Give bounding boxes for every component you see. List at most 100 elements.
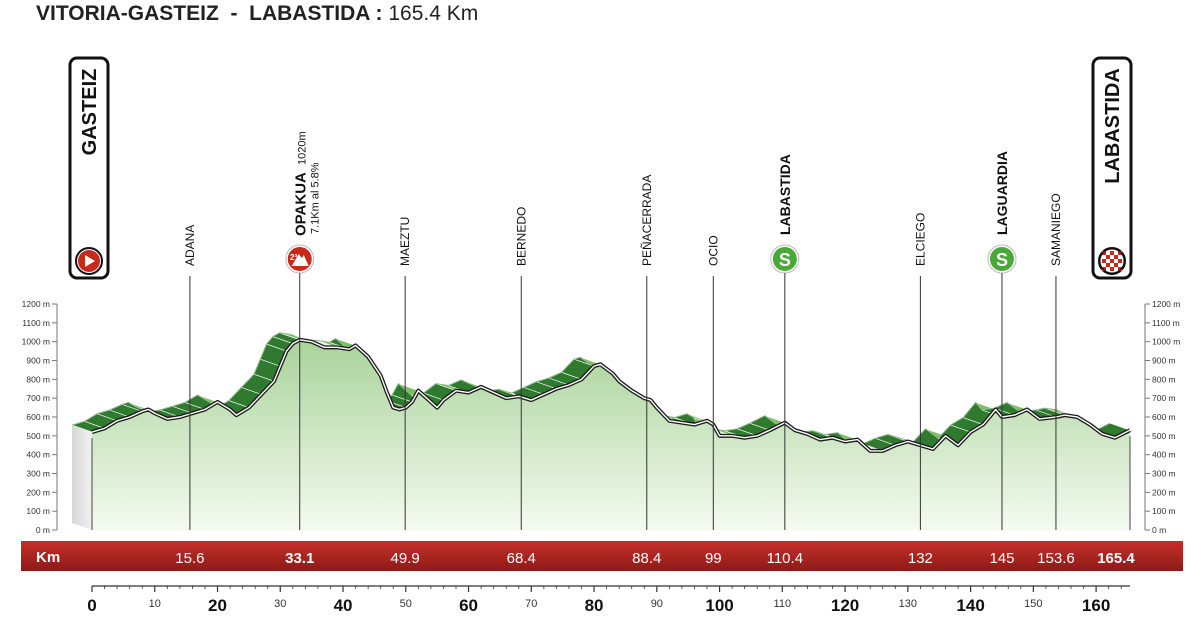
y-tick-label-right: 500 m <box>1152 431 1176 441</box>
y-axis-left: 0 m 100 m 200 m 300 m 400 m 500 m 600 m 700 m 80… <box>22 299 58 535</box>
town-name: SAMANIEGO <box>1049 193 1063 266</box>
y-tick-label-left: 400 m <box>26 450 50 460</box>
title-separator: - <box>230 2 238 25</box>
y-axis-right: 0 m 100 m 200 m 300 m 400 m 500 m 600 m 700 m 80… <box>1144 299 1180 535</box>
finish-flag-icon <box>1099 248 1125 274</box>
route-point-labastida-7: LABASTIDA S <box>770 154 800 530</box>
x-minor-label: 50 <box>400 598 412 610</box>
y-tick-label-right: 1100 m <box>1152 318 1180 328</box>
climb-badge: 2ª <box>290 253 297 262</box>
route-point-bernedo-4: BERNEDO <box>514 207 528 530</box>
route-point-samaniego-10: SAMANIEGO <box>1049 193 1063 530</box>
km-band-value: 110.4 <box>767 550 803 567</box>
climb-altitude: 1020m <box>297 131 309 165</box>
route-point-elciego-8: ELCIEGO <box>913 213 927 530</box>
y-tick-label-right: 0 m <box>1152 525 1166 535</box>
km-band-label: Km <box>36 549 60 566</box>
finish-flag-cell <box>1110 251 1114 255</box>
y-tick-label-right: 600 m <box>1152 412 1176 422</box>
y-tick-label-left: 900 m <box>26 356 50 366</box>
climb-mountain-shape <box>291 254 309 266</box>
finish-flag-cell <box>1110 259 1114 263</box>
profile-line-inner <box>91 339 1131 452</box>
x-major-label: 120 <box>831 596 859 615</box>
town-name: ADANA <box>183 225 197 266</box>
profile-back-line <box>71 332 1111 445</box>
x-major-label: 0 <box>87 596 96 615</box>
finish-flag-cell <box>1110 267 1114 271</box>
sprint-name: LAGUARDIA <box>994 151 1010 235</box>
route-point-adana-1: ADANA <box>183 225 197 530</box>
x-minor-label: 90 <box>651 598 663 610</box>
y-tick-label-right: 100 m <box>1152 506 1176 516</box>
y-tick-label-left: 1200 m <box>22 299 50 309</box>
climb-name: OPAKUA <box>293 172 310 236</box>
town-name: MAEZTU <box>398 217 412 266</box>
start-arrow <box>85 255 95 267</box>
finish-flag-cell <box>1114 255 1118 259</box>
profile-area <box>71 332 1131 530</box>
km-band-value: 88.4 <box>632 550 661 567</box>
x-axis: 0 20 40 60 80 100 120 140 160 10 30 50 70 90 110 130 150 <box>87 585 1130 615</box>
y-tick-label-left: 1000 m <box>22 337 50 347</box>
finish-flag-cell <box>1118 259 1122 263</box>
start-name: GASTEIZ <box>79 69 101 156</box>
y-tick-label-left: 100 m <box>26 506 50 516</box>
finish-name: LABASTIDA <box>1102 68 1124 184</box>
y-tick-label-right: 200 m <box>1152 487 1176 497</box>
route-point-maeztu-3: MAEZTU <box>398 217 412 530</box>
y-tick-label-right: 1000 m <box>1152 337 1180 347</box>
x-major-label: 140 <box>956 596 984 615</box>
town-name: OCIO <box>706 235 720 266</box>
y-tick-label-left: 500 m <box>26 431 50 441</box>
y-tick-label-left: 700 m <box>26 393 50 403</box>
km-band: Km 15.6 33.1 49.9 68.4 88.4 99 110.4 132 145 153.6… <box>21 541 1183 571</box>
route-point-ocio-6: OCIO <box>706 235 720 530</box>
km-band-value: 49.9 <box>391 550 420 567</box>
y-tick-label-right: 400 m <box>1152 450 1176 460</box>
km-band-value: 153.6 <box>1037 550 1075 567</box>
finish-flag-cell <box>1102 259 1106 263</box>
x-minor-label: 30 <box>274 598 286 610</box>
y-tick-label-right: 700 m <box>1152 393 1176 403</box>
route-point-laguardia-9: LAGUARDIA S <box>987 151 1017 530</box>
km-band-value: 145 <box>989 550 1014 567</box>
profile-side-face <box>72 425 92 530</box>
x-minor-label: 130 <box>899 598 917 610</box>
finish-flag-cell <box>1118 267 1122 271</box>
y-tick-label-left: 0 m <box>36 525 50 535</box>
x-major-label: 100 <box>705 596 733 615</box>
km-band-value: 68.4 <box>507 550 536 567</box>
x-major-label: 60 <box>459 596 478 615</box>
title-distance: 165.4 Km <box>388 2 479 25</box>
km-band-value: 132 <box>908 550 933 567</box>
town-name: BERNEDO <box>514 207 528 266</box>
town-name: PEÑACERRADA <box>640 175 654 266</box>
x-major-label: 40 <box>334 596 353 615</box>
x-minor-label: 70 <box>525 598 537 610</box>
title-finish: LABASTIDA : <box>249 2 383 25</box>
x-major-label: 160 <box>1082 596 1110 615</box>
stage-title: VITORIA-GASTEIZ - LABASTIDA : 165.4 Km <box>36 2 478 26</box>
y-tick-label-left: 1100 m <box>22 318 50 328</box>
finish-flag-cell <box>1106 255 1110 259</box>
town-name: ELCIEGO <box>913 213 927 266</box>
x-major-label: 80 <box>585 596 604 615</box>
km-band-value: 99 <box>705 550 722 567</box>
x-minor-label: 10 <box>149 598 161 610</box>
y-tick-label-right: 800 m <box>1152 374 1176 384</box>
sprint-icon <box>772 247 797 271</box>
x-minor-label: 150 <box>1024 598 1042 610</box>
y-tick-label-left: 200 m <box>26 487 50 497</box>
finish-flag-cell <box>1118 251 1122 255</box>
title-start: VITORIA-GASTEIZ <box>36 2 219 25</box>
sprint-icon <box>989 247 1014 271</box>
finish-flag-cell <box>1102 251 1106 255</box>
y-tick-label-right: 1200 m <box>1152 299 1180 309</box>
sprint-badge: S <box>996 250 1008 270</box>
finish-flag-cell <box>1114 263 1118 267</box>
km-band-value: 33.1 <box>285 550 314 567</box>
